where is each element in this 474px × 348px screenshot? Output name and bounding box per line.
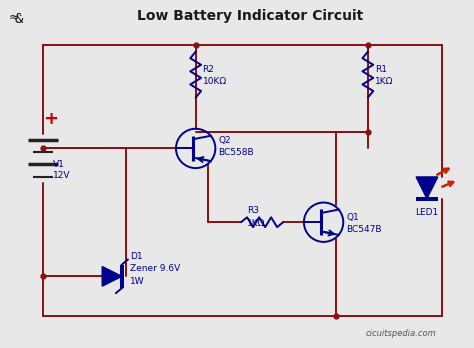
Text: R2: R2 xyxy=(202,65,214,74)
Text: D1: D1 xyxy=(130,252,142,261)
Text: R3: R3 xyxy=(247,206,259,215)
Polygon shape xyxy=(416,177,438,199)
Text: 10KΩ: 10KΩ xyxy=(202,77,227,86)
Text: ≈:: ≈: xyxy=(8,11,23,24)
Text: Low Battery Indicator Circuit: Low Battery Indicator Circuit xyxy=(137,9,363,23)
Text: Q2: Q2 xyxy=(219,136,231,145)
Text: R1: R1 xyxy=(375,65,387,74)
Text: 1W: 1W xyxy=(130,277,145,286)
Text: Zener 9.6V: Zener 9.6V xyxy=(130,264,180,273)
Text: BC558B: BC558B xyxy=(219,148,254,157)
Text: cicuitspedia.com: cicuitspedia.com xyxy=(366,329,437,338)
Text: LED1: LED1 xyxy=(415,208,438,217)
Text: BC547B: BC547B xyxy=(346,224,382,234)
Text: +: + xyxy=(44,110,58,128)
Text: Q1: Q1 xyxy=(346,213,359,222)
Text: V1: V1 xyxy=(53,160,65,169)
Text: 12V: 12V xyxy=(53,172,71,181)
Text: 1KΩ: 1KΩ xyxy=(375,77,393,86)
Polygon shape xyxy=(102,267,122,286)
Text: &: & xyxy=(14,11,23,25)
Text: 1KΩ: 1KΩ xyxy=(247,219,266,228)
